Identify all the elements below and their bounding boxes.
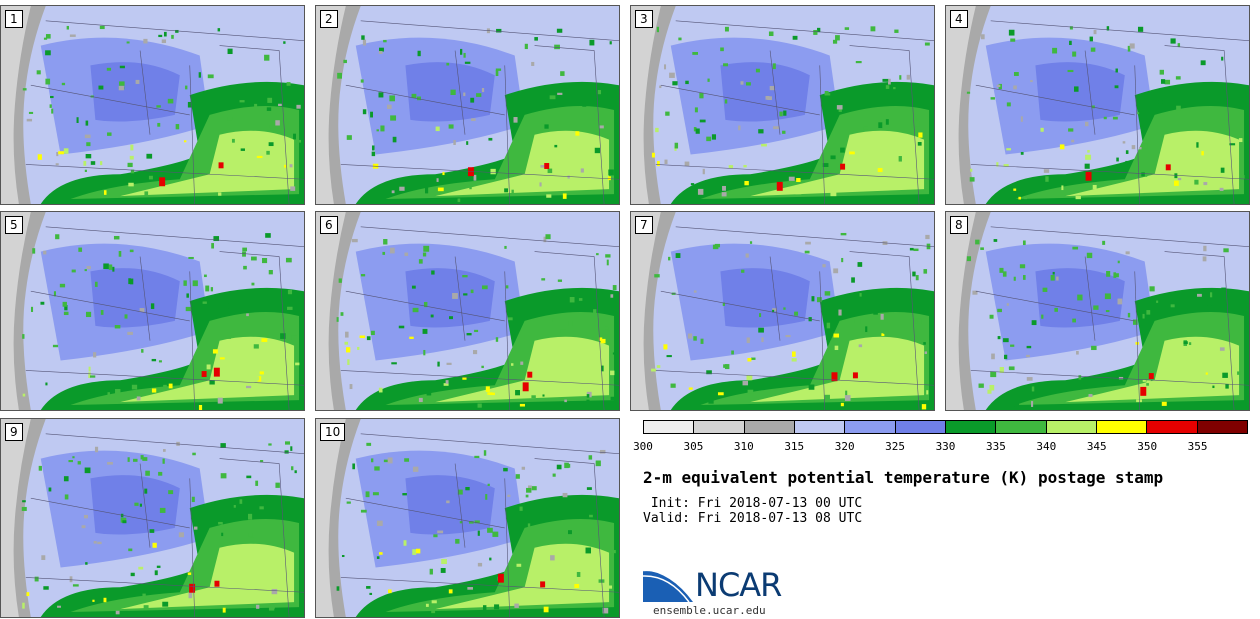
colorbar-tick-label: 300 xyxy=(633,440,653,453)
member-label: 5 xyxy=(5,216,23,234)
colorbar-segment xyxy=(1147,421,1198,433)
colorbar-segment xyxy=(1046,421,1097,433)
colorbar-tick-label: 350 xyxy=(1137,440,1158,453)
member-label: 3 xyxy=(635,10,653,28)
colorbar-segment xyxy=(1096,421,1148,433)
member-map-1: 1 xyxy=(0,5,305,205)
colorbar-tick-label: 310 xyxy=(733,440,754,453)
colorbar-segment xyxy=(945,421,997,433)
colorbar-tick-label: 315 xyxy=(784,440,805,453)
colorbar-tick-label: 335 xyxy=(985,440,1006,453)
map-field xyxy=(316,212,619,410)
member-label: 7 xyxy=(635,216,653,234)
member-map-4: 4 xyxy=(945,5,1250,205)
member-map-7: 7 xyxy=(630,211,935,411)
member-map-3: 3 xyxy=(630,5,935,205)
member-label: 10 xyxy=(320,423,346,441)
member-map-8: 8 xyxy=(945,211,1250,411)
colorbar-tick-label: 330 xyxy=(935,440,956,453)
member-map-10: 10 xyxy=(315,418,620,618)
member-label: 1 xyxy=(5,10,23,28)
map-field xyxy=(946,6,1249,204)
colorbar-segment xyxy=(644,421,695,433)
plot-title: 2-m equivalent potential temperature (K)… xyxy=(643,468,1164,487)
member-map-6: 6 xyxy=(315,211,620,411)
colorbar-segment xyxy=(694,421,745,433)
init-time: Init: Fri 2018-07-13 00 UTC xyxy=(643,496,863,511)
map-field xyxy=(316,419,619,617)
member-label: 9 xyxy=(5,423,23,441)
colorbar-tick-label: 340 xyxy=(1036,440,1057,453)
member-map-9: 9 xyxy=(0,418,305,618)
valid-time: Valid: Fri 2018-07-13 08 UTC xyxy=(643,511,863,526)
site-url: ensemble.ucar.edu xyxy=(653,604,766,617)
map-field xyxy=(1,419,304,617)
colorbar-segment xyxy=(895,421,946,433)
colorbar-segment xyxy=(794,421,846,433)
logo-text: NCAR xyxy=(695,566,782,604)
member-label: 6 xyxy=(320,216,338,234)
colorbar-segment xyxy=(1197,421,1247,433)
colorbar xyxy=(643,420,1248,434)
member-label: 2 xyxy=(320,10,338,28)
map-field xyxy=(316,6,619,204)
map-field xyxy=(1,6,304,204)
member-label: 4 xyxy=(950,10,968,28)
map-field xyxy=(631,6,934,204)
member-map-2: 2 xyxy=(315,5,620,205)
colorbar-segment xyxy=(996,421,1047,433)
colorbar-tick-label: 345 xyxy=(1086,440,1107,453)
colorbar-tick-label: 320 xyxy=(834,440,855,453)
map-field xyxy=(946,212,1249,410)
member-map-5: 5 xyxy=(0,211,305,411)
colorbar-segment xyxy=(744,421,795,433)
colorbar-tick-label: 355 xyxy=(1187,440,1208,453)
colorbar-tick-label: 325 xyxy=(885,440,906,453)
colorbar-segment xyxy=(845,421,896,433)
ncar-logo-icon xyxy=(643,568,697,603)
member-label: 8 xyxy=(950,216,968,234)
colorbar-tick-label: 305 xyxy=(683,440,704,453)
map-field xyxy=(1,212,304,410)
map-field xyxy=(631,212,934,410)
